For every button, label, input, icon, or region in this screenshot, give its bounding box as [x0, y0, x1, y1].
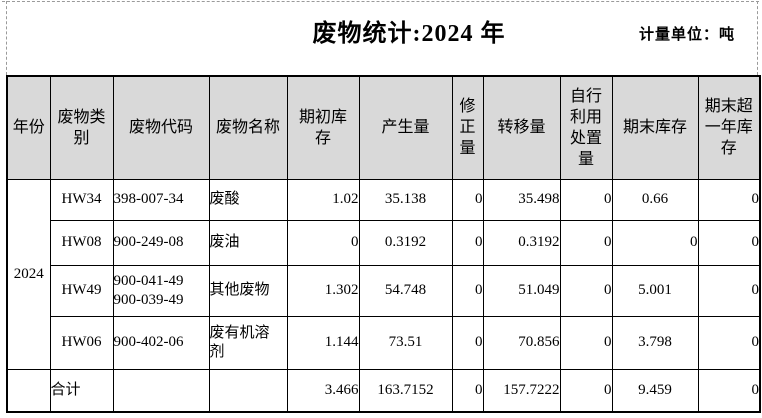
cell-end-stock[interactable]: 3.798	[611, 315, 699, 370]
cell-end-stock-over-year-total[interactable]: 0	[697, 368, 761, 413]
cell-waste-code-total[interactable]	[112, 368, 210, 413]
cell-self-disposed-total[interactable]: 0	[559, 368, 613, 413]
cell-generated[interactable]: 73.51	[358, 315, 453, 370]
cell-end-stock-over-year[interactable]: 0	[697, 219, 761, 266]
cell-corrected[interactable]: 0	[451, 264, 484, 317]
col-header-waste-category[interactable]: 废物类 别	[49, 75, 114, 180]
cell-begin-stock[interactable]: 1.144	[286, 315, 360, 370]
cell-corrected[interactable]: 0	[451, 178, 484, 221]
unit-label: 计量单位：吨	[638, 26, 735, 43]
cell-waste-category-total-label[interactable]: 合计	[49, 368, 114, 413]
cell-generated[interactable]: 35.138	[358, 178, 453, 221]
cell-begin-stock[interactable]: 1.302	[286, 264, 360, 317]
cell-end-stock[interactable]: 0.66	[611, 178, 699, 221]
cell-self-disposed[interactable]: 0	[559, 219, 613, 266]
col-header-end-stock-over-year[interactable]: 期末超 一年库 存	[697, 75, 761, 180]
cell-generated-total[interactable]: 163.7152	[358, 368, 453, 413]
cell-transferred[interactable]: 0.3192	[482, 219, 561, 266]
cell-begin-stock-total[interactable]: 3.466	[286, 368, 360, 413]
cell-waste-code[interactable]: 900-249-08	[112, 219, 210, 266]
cell-transferred-total[interactable]: 157.7222	[482, 368, 561, 413]
col-header-begin-stock[interactable]: 期初库 存	[286, 75, 360, 180]
cell-end-stock-over-year[interactable]: 0	[697, 315, 761, 370]
page-break-dashed-line-top	[2, 1, 759, 2]
col-header-end-stock[interactable]: 期末库存	[611, 75, 699, 180]
cell-corrected-total[interactable]: 0	[451, 368, 484, 413]
cell-year-total[interactable]	[6, 368, 51, 413]
cell-waste-name[interactable]: 其他废物	[208, 264, 288, 317]
cell-waste-name[interactable]: 废油	[208, 219, 288, 266]
cell-corrected[interactable]: 0	[451, 315, 484, 370]
cell-waste-code[interactable]: 900-041-49 900-039-49	[112, 264, 210, 317]
table-row: HW49 900-041-49 900-039-49 其他废物 1.302 54.748…	[7, 264, 761, 317]
cell-waste-name[interactable]: 废有机溶 剂	[208, 315, 288, 370]
col-header-year[interactable]: 年份	[6, 75, 51, 180]
col-header-transferred[interactable]: 转移量	[482, 75, 561, 180]
cell-end-stock-total[interactable]: 9.459	[611, 368, 699, 413]
cell-transferred[interactable]: 51.049	[482, 264, 561, 317]
cell-begin-stock[interactable]: 1.02	[286, 178, 360, 221]
cell-end-stock-over-year[interactable]: 0	[697, 178, 761, 221]
cell-self-disposed[interactable]: 0	[559, 178, 613, 221]
cell-waste-name-total[interactable]	[208, 368, 288, 413]
table-row: HW06 900-402-06 废有机溶 剂 1.144 73.51 0 70.856 0 3.…	[7, 315, 761, 370]
cell-transferred[interactable]: 35.498	[482, 178, 561, 221]
table-row: 2024 HW34 398-007-34 废酸 1.02 35.138 0 35.498 0 0.…	[6, 178, 761, 370]
col-header-waste-code[interactable]: 废物代码	[112, 75, 210, 180]
cell-waste-category[interactable]: HW34	[49, 178, 114, 221]
cell-generated[interactable]: 0.3192	[358, 219, 453, 266]
cell-year-merged[interactable]: 2024	[6, 178, 51, 370]
cell-transferred[interactable]: 70.856	[482, 315, 561, 370]
cell-waste-code[interactable]: 398-007-34	[112, 178, 210, 221]
cell-begin-stock[interactable]: 0	[286, 219, 360, 266]
total-row: 合计 3.466 163.7152 0 157.7222 0 9.459 0	[6, 368, 761, 413]
cell-self-disposed[interactable]: 0	[559, 315, 613, 370]
cell-corrected[interactable]: 0	[451, 219, 484, 266]
cell-end-stock[interactable]: 0	[611, 219, 699, 266]
cell-waste-code[interactable]: 900-402-06	[112, 315, 210, 370]
cell-end-stock-over-year[interactable]: 0	[697, 264, 761, 317]
table-row: HW08 900-249-08 废油 0 0.3192 0 0.3192 0 0 0	[7, 219, 761, 266]
cell-end-stock[interactable]: 5.001	[611, 264, 699, 317]
col-header-self-disposed[interactable]: 自行 利用 处置 量	[559, 75, 613, 180]
page-break-dashed-line-right	[757, 1, 758, 75]
cell-generated[interactable]: 54.748	[358, 264, 453, 317]
cell-waste-category[interactable]: HW06	[49, 315, 114, 370]
col-header-corrected[interactable]: 修 正 量	[451, 75, 484, 180]
cell-waste-name[interactable]: 废酸	[208, 178, 288, 221]
cell-self-disposed[interactable]: 0	[559, 264, 613, 317]
report-title: 废物统计:2024 年	[312, 21, 506, 47]
cell-waste-category[interactable]: HW49	[49, 264, 114, 317]
page-break-dashed-line-left	[6, 1, 7, 75]
col-header-generated[interactable]: 产生量	[358, 75, 453, 180]
cell-waste-category[interactable]: HW08	[49, 219, 114, 266]
col-header-waste-name[interactable]: 废物名称	[208, 75, 288, 180]
header-row: 年份 废物类 别废物代码 废物名称 期初库 存产生量修 正 量转移量 自行 利用 处置 …	[6, 75, 761, 180]
waste-statistics-table: 年份 废物类 别废物代码 废物名称 期初库 存产生量修 正 量转移量 自行 利用 处置 …	[6, 75, 761, 413]
